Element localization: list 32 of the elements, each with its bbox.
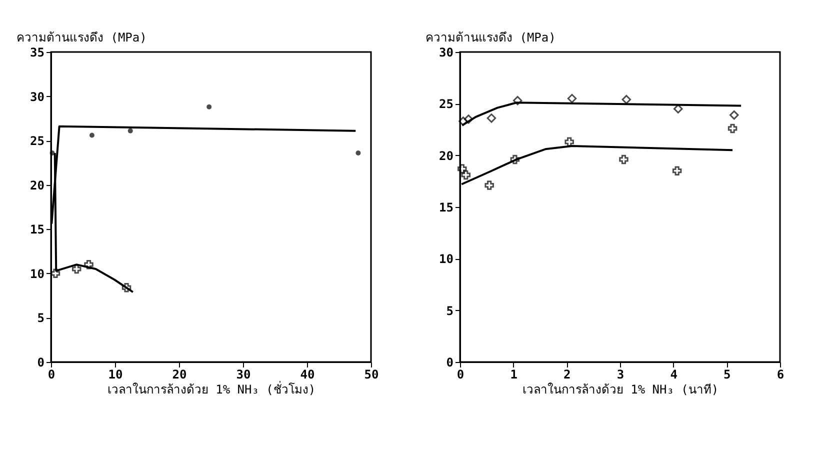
x-tick-label: 10 (108, 368, 123, 382)
y-tick-label: 35 (30, 46, 44, 60)
x-tick-label: 0 (48, 368, 56, 382)
y-tick-label: 10 (439, 252, 454, 266)
x-tick-label: 40 (300, 368, 315, 382)
y-tick-label: 10 (30, 266, 44, 281)
x-tick-label: 5 (724, 368, 731, 382)
y-tick-label: 25 (439, 97, 454, 112)
x-tick-label: 20 (172, 368, 187, 382)
y-tick-label: 15 (30, 222, 44, 237)
y-tick-label: 20 (439, 148, 454, 163)
y-tick-label: 0 (446, 356, 454, 370)
y-tick-label: 30 (439, 46, 454, 60)
y-tick-label: 25 (30, 134, 44, 148)
x-tick-label: 30 (236, 368, 251, 382)
y-tick-label: 20 (30, 178, 44, 192)
x-tick-label: 3 (616, 368, 624, 382)
y-tick-label: 30 (30, 90, 44, 104)
y-axis-title: ความต้านแรงดึง (MPa) (16, 30, 147, 44)
y-tick-label: 0 (37, 356, 44, 370)
x-tick-label: 1 (510, 368, 518, 382)
y-tick-label: 15 (439, 200, 454, 214)
x-tick-label: 6 (776, 368, 784, 382)
x-tick-label: 50 (364, 368, 379, 382)
y-tick-label: 5 (446, 304, 454, 318)
x-tick-label: 0 (456, 368, 464, 382)
x-axis-title: เวลาในการล้างด้วย 1% NH₃ (นาที) (522, 382, 719, 396)
x-tick-label: 4 (670, 368, 678, 382)
y-tick-label: 5 (37, 311, 44, 326)
x-tick-label: 2 (564, 368, 571, 382)
x-axis-title: เวลาในการล้างด้วย 1% NH₃ (ชั่วโมง) (107, 380, 316, 396)
y-axis-title: ความต้านแรงดึง (MPa) (426, 30, 556, 44)
